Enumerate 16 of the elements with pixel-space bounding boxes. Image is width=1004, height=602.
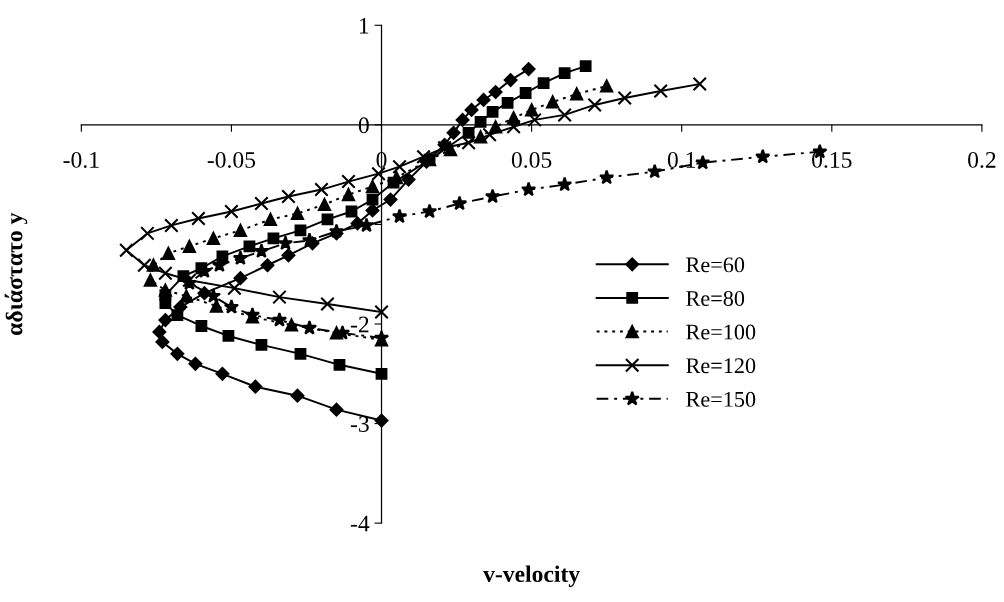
y-tick-label: -3 (350, 416, 369, 432)
legend-label: Re=120 (686, 358, 756, 374)
x-tick-label: -0.1 (63, 151, 99, 168)
y-tick-label: -4 (350, 515, 370, 532)
y-axis-title: αδιάστατο y (4, 212, 28, 335)
legend-label: Re=150 (686, 391, 756, 407)
x-axis-title: v-velocity (483, 565, 580, 587)
y-tick-label: 1 (359, 17, 369, 34)
x-tick-label: 0.05 (511, 151, 552, 168)
legend-label: Re=60 (686, 257, 745, 273)
x-tick-label: 0.1 (667, 151, 696, 168)
x-tick-label: 0.2 (968, 151, 996, 168)
x-tick-label: -0.05 (207, 151, 256, 168)
y-tick-label: -2 (350, 316, 369, 333)
legend-label: Re=80 (686, 290, 745, 306)
legend-label: Re=100 (686, 324, 756, 340)
